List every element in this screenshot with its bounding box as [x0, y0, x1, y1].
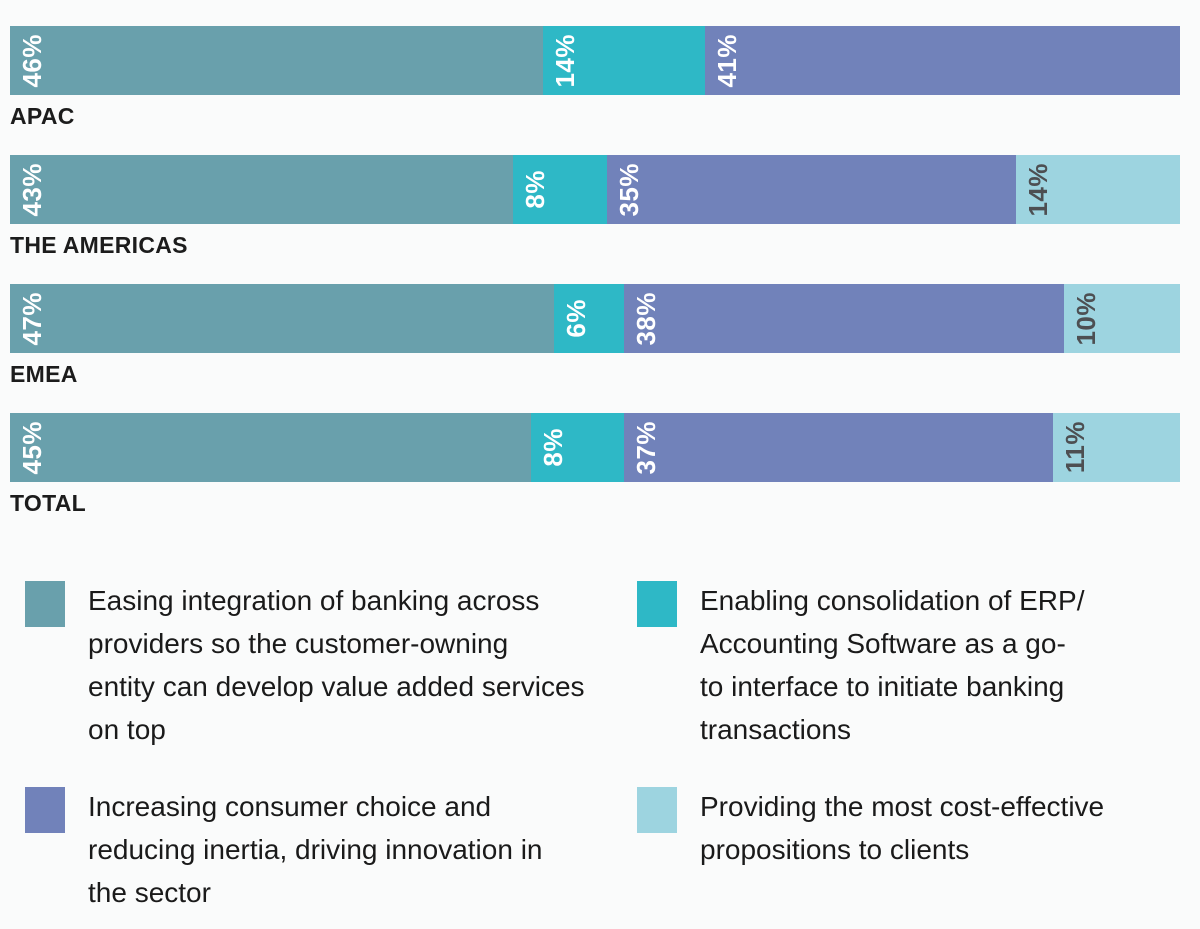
- legend-item: Easing integration of banking across pro…: [25, 579, 637, 751]
- legend-swatch: [25, 581, 65, 627]
- bar-segment: 43%: [10, 155, 514, 224]
- segment-value-label: 47%: [17, 291, 47, 346]
- category-label: TOTAL: [10, 490, 87, 516]
- segment-value-label: 43%: [17, 162, 47, 217]
- bar-segment: 6%: [554, 284, 624, 353]
- bar-row: 46% 14% 41% APAC: [10, 26, 1180, 130]
- category-label: EMEA: [10, 361, 78, 387]
- stacked-bar-the-americas: 43% 8% 35% 14%: [10, 155, 1180, 224]
- segment-value-label: 6%: [561, 299, 592, 338]
- segment-value-label: 38%: [630, 291, 661, 346]
- bar-segment: 14%: [1016, 155, 1180, 224]
- legend-swatch: [637, 787, 677, 833]
- segment-value-label: 11%: [1059, 421, 1090, 474]
- segment-value-label: 14%: [549, 33, 580, 88]
- bar-segment: 35%: [606, 155, 1017, 224]
- legend-label: Easing integration of banking across pro…: [88, 585, 585, 745]
- bar-segment: 14%: [542, 26, 706, 95]
- bar-segment: 45%: [10, 413, 532, 482]
- segment-value-label: 41%: [712, 33, 743, 88]
- legend-label: Increasing consumer choice and reducing …: [88, 791, 543, 908]
- bar-segment: 41%: [705, 26, 1180, 95]
- stacked-bar-chart: 46% 14% 41% APAC 43% 8% 35% 14% THE AMERICAS 47% 6…: [10, 26, 1180, 517]
- segment-value-label: 46%: [17, 33, 47, 88]
- segment-value-label: 45%: [17, 420, 47, 475]
- bar-segment: 38%: [623, 284, 1065, 353]
- legend-swatch: [25, 787, 65, 833]
- stacked-bar-emea: 47% 6% 38% 10%: [10, 284, 1180, 353]
- category-label: THE AMERICAS: [10, 232, 188, 258]
- legend-label: Providing the most cost-effective propos…: [700, 791, 1105, 865]
- bar-segment: 8%: [513, 155, 607, 224]
- bar-segment: 10%: [1064, 284, 1180, 353]
- segment-value-label: 8%: [538, 428, 569, 467]
- category-label: APAC: [10, 103, 75, 129]
- segment-value-label: 37%: [630, 420, 661, 475]
- bar-segment: 11%: [1052, 413, 1180, 482]
- segment-value-label: 14%: [1023, 162, 1054, 217]
- bar-segment: 47%: [10, 284, 555, 353]
- stacked-bar-apac: 46% 14% 41%: [10, 26, 1180, 95]
- bar-segment: 8%: [531, 413, 624, 482]
- chart-legend: Easing integration of banking across pro…: [0, 579, 1200, 914]
- bar-segment: 46%: [10, 26, 543, 95]
- legend-item: Providing the most cost-effective propos…: [637, 785, 1180, 914]
- segment-value-label: 35%: [613, 162, 644, 217]
- segment-value-label: 10%: [1071, 291, 1102, 346]
- stacked-bar-total: 45% 8% 37% 11%: [10, 413, 1180, 482]
- legend-item: Enabling consolidation of ERP/ Accountin…: [637, 579, 1180, 751]
- bar-row: 45% 8% 37% 11% TOTAL: [10, 413, 1180, 517]
- segment-value-label: 8%: [520, 170, 551, 209]
- legend-item: Increasing consumer choice and reducing …: [25, 785, 637, 914]
- legend-swatch: [637, 581, 677, 627]
- legend-label: Enabling consolidation of ERP/ Accountin…: [700, 585, 1085, 745]
- bar-segment: 37%: [623, 413, 1053, 482]
- bar-row: 47% 6% 38% 10% EMEA: [10, 284, 1180, 388]
- bar-row: 43% 8% 35% 14% THE AMERICAS: [10, 155, 1180, 259]
